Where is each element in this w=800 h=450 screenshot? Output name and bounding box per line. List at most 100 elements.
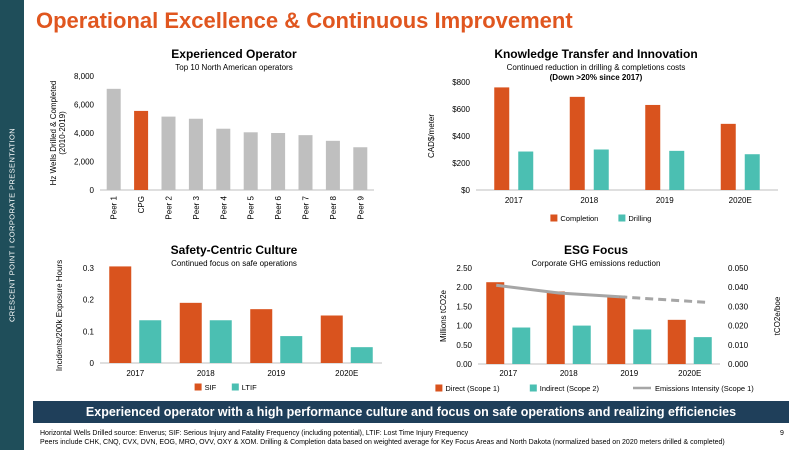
x-tick-label: Peer 7 bbox=[302, 195, 311, 219]
legend-label: Emissions Intensity (Scope 1) bbox=[655, 384, 754, 393]
y-tick-label: $600 bbox=[452, 105, 470, 114]
x-tick-label: 2018 bbox=[580, 196, 598, 205]
x-tick-label: 2019 bbox=[620, 369, 638, 378]
chart-safety-culture: Safety-Centric Culture Continued focus on… bbox=[34, 240, 384, 398]
bar bbox=[645, 104, 661, 190]
x-tick-label: 2020E bbox=[729, 196, 752, 205]
bar bbox=[512, 327, 531, 364]
y-tick-label: 1.00 bbox=[456, 322, 472, 331]
bar bbox=[353, 147, 368, 190]
bar bbox=[546, 291, 565, 364]
y-tick-label: 0.1 bbox=[83, 327, 95, 336]
legend-swatch bbox=[618, 214, 626, 222]
x-tick-label: Peer 4 bbox=[219, 195, 228, 219]
bar bbox=[325, 140, 340, 190]
legend-swatch bbox=[435, 384, 443, 392]
x-tick-label: 2019 bbox=[656, 196, 674, 205]
x-tick-label: CPG bbox=[137, 196, 146, 213]
x-tick-label: Peer 6 bbox=[274, 195, 283, 219]
legend-label: SIF bbox=[205, 383, 217, 392]
bar bbox=[320, 315, 343, 363]
y-tick-label: $0 bbox=[461, 186, 470, 195]
bar bbox=[298, 135, 313, 190]
x-tick-label: 2018 bbox=[197, 369, 215, 378]
y-tick-label: $800 bbox=[452, 78, 470, 87]
bar bbox=[593, 149, 609, 190]
y-tick-label: 2.50 bbox=[456, 264, 472, 273]
bar bbox=[209, 320, 232, 363]
bar bbox=[134, 110, 149, 190]
y-axis-label: Hz Wells Drilled & Completed bbox=[49, 81, 58, 186]
bar bbox=[188, 118, 203, 190]
bar bbox=[243, 132, 258, 190]
y-axis-label: Incidents/200k Exposure Hours bbox=[55, 260, 64, 371]
chart-subtitle: Continued reduction in drilling & comple… bbox=[507, 63, 686, 72]
bar bbox=[667, 319, 686, 364]
chart-subtitle-2: (Down >20% since 2017) bbox=[550, 73, 643, 82]
legend-label: LTIF bbox=[242, 383, 257, 392]
chart-title: Safety-Centric Culture bbox=[171, 243, 298, 257]
y-tick-label: $200 bbox=[452, 159, 470, 168]
y-tick-label: 0.00 bbox=[456, 360, 472, 369]
y2-tick-label: 0.030 bbox=[728, 302, 749, 311]
y2-tick-label: 0.040 bbox=[728, 283, 749, 292]
page-title: Operational Excellence & Continuous Impr… bbox=[36, 8, 573, 33]
chart-title: Knowledge Transfer and Innovation bbox=[494, 47, 697, 61]
sidebar-text-box: CRESCENT POINT I CORPORATE PRESENTATION bbox=[0, 0, 24, 450]
chart-safety-culture-svg: Safety-Centric Culture Continued focus on… bbox=[55, 243, 382, 392]
chart-knowledge-transfer: Knowledge Transfer and Innovation Continu… bbox=[418, 44, 788, 228]
chart-title: ESG Focus bbox=[564, 243, 628, 257]
y-tick-label: $400 bbox=[452, 132, 470, 141]
y-tick-label: 0 bbox=[90, 359, 95, 368]
bar bbox=[633, 329, 652, 364]
intensity-line-actual bbox=[496, 283, 620, 299]
legend-label: Indirect (Scope 2) bbox=[540, 384, 600, 393]
bar bbox=[139, 320, 162, 363]
chart-knowledge-transfer-svg: Knowledge Transfer and Innovation Continu… bbox=[427, 47, 778, 223]
page-number: 9 bbox=[780, 430, 784, 437]
x-tick-label: 2017 bbox=[126, 369, 144, 378]
legend-swatch bbox=[550, 214, 558, 222]
bar bbox=[607, 295, 626, 364]
y2-tick-label: 0.050 bbox=[728, 264, 749, 273]
sidebar-band bbox=[0, 0, 24, 450]
bar bbox=[350, 347, 373, 363]
bar bbox=[494, 87, 510, 190]
y-tick-label: 8,000 bbox=[74, 72, 95, 81]
y2-axis-label: tCO2e/boe bbox=[773, 296, 782, 335]
chart-subtitle: Corporate GHG emissions reduction bbox=[532, 259, 661, 268]
bar bbox=[216, 128, 231, 190]
y2-tick-label: 0.000 bbox=[728, 360, 749, 369]
y-tick-label: 0.2 bbox=[83, 296, 95, 305]
legend-label: Completion bbox=[560, 214, 598, 223]
legend-label: Direct (Scope 1) bbox=[445, 384, 500, 393]
y-axis-label: CAD$/meter bbox=[427, 114, 436, 158]
chart-subtitle: Continued focus on safe operations bbox=[171, 259, 297, 268]
x-tick-label: 2019 bbox=[267, 369, 285, 378]
x-tick-label: Peer 5 bbox=[247, 195, 256, 219]
y-tick-label: 2,000 bbox=[74, 158, 95, 167]
y2-tick-label: 0.020 bbox=[728, 322, 749, 331]
y-tick-label: 6,000 bbox=[74, 101, 95, 110]
bar bbox=[106, 88, 121, 190]
bar bbox=[161, 116, 176, 190]
bar bbox=[720, 123, 736, 190]
y-tick-label: 0 bbox=[90, 186, 95, 195]
x-tick-label: Peer 3 bbox=[192, 195, 201, 219]
legend-swatch bbox=[231, 383, 239, 391]
x-tick-label: 2018 bbox=[560, 369, 578, 378]
intensity-line-estimate bbox=[619, 295, 710, 305]
y-tick-label: 1.50 bbox=[456, 302, 472, 311]
bar bbox=[109, 266, 132, 363]
bar bbox=[179, 302, 202, 363]
y-tick-label: 0.3 bbox=[83, 264, 95, 273]
footnote-sources: Horizontal Wells Drilled source: Enverus… bbox=[40, 430, 469, 437]
chart-esg-focus-svg: ESG Focus Corporate GHG emissions reducti… bbox=[435, 243, 782, 393]
y-axis-label: (2010-2019) bbox=[58, 111, 67, 155]
banner: Experienced operator with a high perform… bbox=[33, 401, 789, 423]
bar bbox=[486, 282, 505, 364]
y-axis-label: Millions tCO2e bbox=[439, 289, 448, 342]
x-tick-label: 2017 bbox=[499, 369, 517, 378]
bar bbox=[669, 150, 685, 190]
footnote-peers: Peers include CHK, CNQ, CVX, DVN, EOG, M… bbox=[40, 439, 725, 446]
